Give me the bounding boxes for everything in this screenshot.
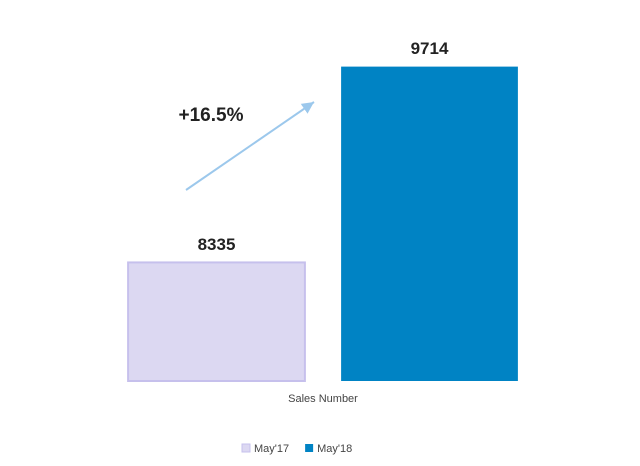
- x-tick-label: Sales Number: [288, 393, 358, 405]
- value-label: 9714: [411, 39, 449, 58]
- bar: [341, 66, 518, 381]
- trend-arrow: [185, 101, 315, 191]
- legend-swatch: [241, 443, 251, 453]
- legend-swatch: [305, 444, 314, 452]
- bar: [127, 261, 306, 382]
- legend-label: May'17: [254, 443, 289, 455]
- annotation: +16.5%: [179, 105, 244, 126]
- legend-label: May'18: [317, 443, 352, 455]
- value-label: 8335: [198, 235, 236, 254]
